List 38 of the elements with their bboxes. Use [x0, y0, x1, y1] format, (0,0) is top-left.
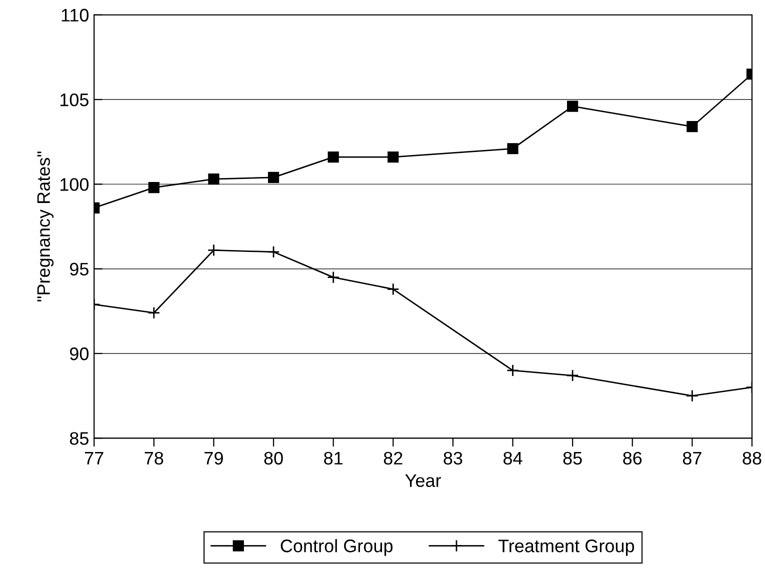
x-tick-label: 86: [623, 452, 642, 465]
y-tick-label: 85: [70, 432, 88, 445]
point: [506, 364, 520, 377]
point: [327, 271, 340, 284]
x-tick-label: 83: [444, 452, 462, 465]
point: [148, 306, 160, 320]
x-tick-label: 81: [324, 452, 342, 465]
y-tick-label: 105: [60, 93, 88, 106]
point: [686, 390, 698, 402]
point: [507, 143, 518, 154]
point: [567, 100, 578, 112]
point: [388, 152, 399, 163]
x-tick-label: 78: [144, 452, 164, 465]
point: [267, 246, 280, 258]
point: [208, 174, 220, 185]
x-tick-label: 82: [384, 452, 402, 465]
x-tick-label: 80: [264, 452, 283, 465]
x-tick-label: 79: [204, 452, 223, 465]
x-tick-label: 87: [682, 452, 702, 465]
x-tick-label: 85: [563, 452, 582, 465]
y-tick-label: 95: [70, 262, 88, 276]
point: [386, 282, 400, 296]
x-axis-title: Year: [405, 474, 441, 487]
x-tick-label: 88: [742, 452, 762, 465]
legend-label: Control Group: [280, 539, 393, 556]
point: [566, 369, 579, 382]
y-tick-label: 110: [62, 8, 89, 22]
point: [686, 121, 698, 132]
point: [268, 172, 280, 183]
point: [207, 244, 220, 256]
x-tick-label: 77: [84, 452, 104, 464]
legend-label: Treatment Group: [498, 540, 634, 556]
y-tick-label: 90: [70, 347, 89, 360]
y-tick-label: 100: [60, 178, 89, 191]
x-tick-label: 84: [504, 452, 522, 465]
point: [328, 152, 339, 163]
y-axis-title: "Pregnancy Rates": [37, 152, 54, 302]
point: [148, 182, 160, 194]
